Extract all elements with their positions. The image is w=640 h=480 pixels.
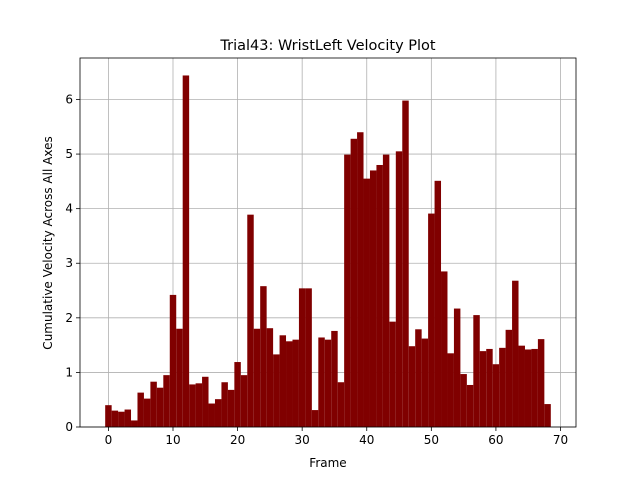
bar xyxy=(305,288,312,427)
bar xyxy=(169,294,177,427)
bar xyxy=(473,315,480,427)
bar xyxy=(156,387,164,427)
axes-frame xyxy=(79,57,577,428)
bar xyxy=(105,405,112,427)
bar xyxy=(176,328,183,427)
bar xyxy=(479,351,487,427)
y-tick-label: 0 xyxy=(65,420,73,434)
bar xyxy=(331,330,338,427)
x-tick-label: 10 xyxy=(165,433,180,447)
bar xyxy=(415,329,422,427)
bar xyxy=(466,384,474,427)
bar xyxy=(337,382,345,427)
bars xyxy=(105,75,551,428)
x-tick-label: 60 xyxy=(488,433,503,447)
bar xyxy=(189,384,196,427)
bar xyxy=(202,376,209,427)
bar xyxy=(441,271,448,427)
bar xyxy=(518,345,525,427)
bar xyxy=(182,75,190,427)
x-tick-label: 30 xyxy=(295,433,310,447)
x-ticks: 0 10 20 30 40 50 60 70 xyxy=(105,427,568,447)
bar xyxy=(324,339,332,427)
y-axis-label: Cumulative Velocity Across All Axes xyxy=(41,136,55,349)
x-tick-label: 50 xyxy=(424,433,439,447)
bar xyxy=(234,362,241,427)
bar xyxy=(266,328,274,427)
y-tick-label: 6 xyxy=(65,92,73,106)
y-tick-label: 2 xyxy=(65,311,73,325)
plot-frame xyxy=(79,57,577,428)
bar xyxy=(492,364,500,427)
bar xyxy=(505,329,513,427)
bar xyxy=(402,100,409,428)
bar xyxy=(273,354,280,427)
bar xyxy=(111,410,119,427)
bar xyxy=(286,341,293,427)
bar xyxy=(311,410,319,427)
bar xyxy=(369,170,377,427)
bar xyxy=(131,420,138,427)
x-tick-label: 40 xyxy=(359,433,374,447)
bar xyxy=(376,164,383,427)
bar xyxy=(434,180,442,427)
y-tick-label: 3 xyxy=(65,256,73,270)
bar xyxy=(221,382,228,427)
bar xyxy=(363,178,370,427)
bar xyxy=(486,348,493,427)
bar xyxy=(344,154,351,427)
bar xyxy=(531,348,538,427)
bar xyxy=(395,151,403,427)
chart-title: Trial43: WristLeft Velocity Plot xyxy=(219,38,436,54)
bar xyxy=(318,337,325,427)
bar xyxy=(208,403,215,427)
bar xyxy=(195,383,203,427)
y-tick-label: 1 xyxy=(65,365,73,379)
x-tick-label: 20 xyxy=(230,433,245,447)
bar xyxy=(447,353,454,427)
bar xyxy=(421,338,429,427)
bar xyxy=(253,328,261,427)
bar xyxy=(389,321,396,427)
y-tick-label: 5 xyxy=(65,147,73,161)
bar xyxy=(150,381,157,427)
bar xyxy=(279,335,287,427)
bar xyxy=(524,349,532,427)
bar xyxy=(350,138,358,427)
bar xyxy=(460,374,467,427)
bar xyxy=(292,339,299,427)
bar xyxy=(408,346,416,427)
x-tick-label: 70 xyxy=(553,433,568,447)
x-axis-label: Frame xyxy=(309,456,346,470)
bar xyxy=(357,132,364,427)
bar xyxy=(298,288,306,427)
bar xyxy=(143,398,151,427)
bar xyxy=(118,411,125,427)
bar xyxy=(137,392,144,427)
bar xyxy=(499,347,506,427)
x-tick-label: 0 xyxy=(105,433,113,447)
bar xyxy=(247,214,254,427)
bar xyxy=(227,389,235,427)
bar xyxy=(124,409,132,427)
bar xyxy=(512,280,519,427)
bar xyxy=(163,375,170,427)
y-ticks: 0 1 2 3 4 5 6 xyxy=(65,92,80,434)
bar xyxy=(428,213,435,427)
bar xyxy=(544,404,551,427)
bar xyxy=(214,399,222,427)
bar xyxy=(260,286,267,427)
y-tick-label: 4 xyxy=(65,202,73,216)
bar xyxy=(240,375,248,427)
bar xyxy=(453,308,461,427)
bar xyxy=(537,339,545,427)
bar xyxy=(382,154,390,427)
